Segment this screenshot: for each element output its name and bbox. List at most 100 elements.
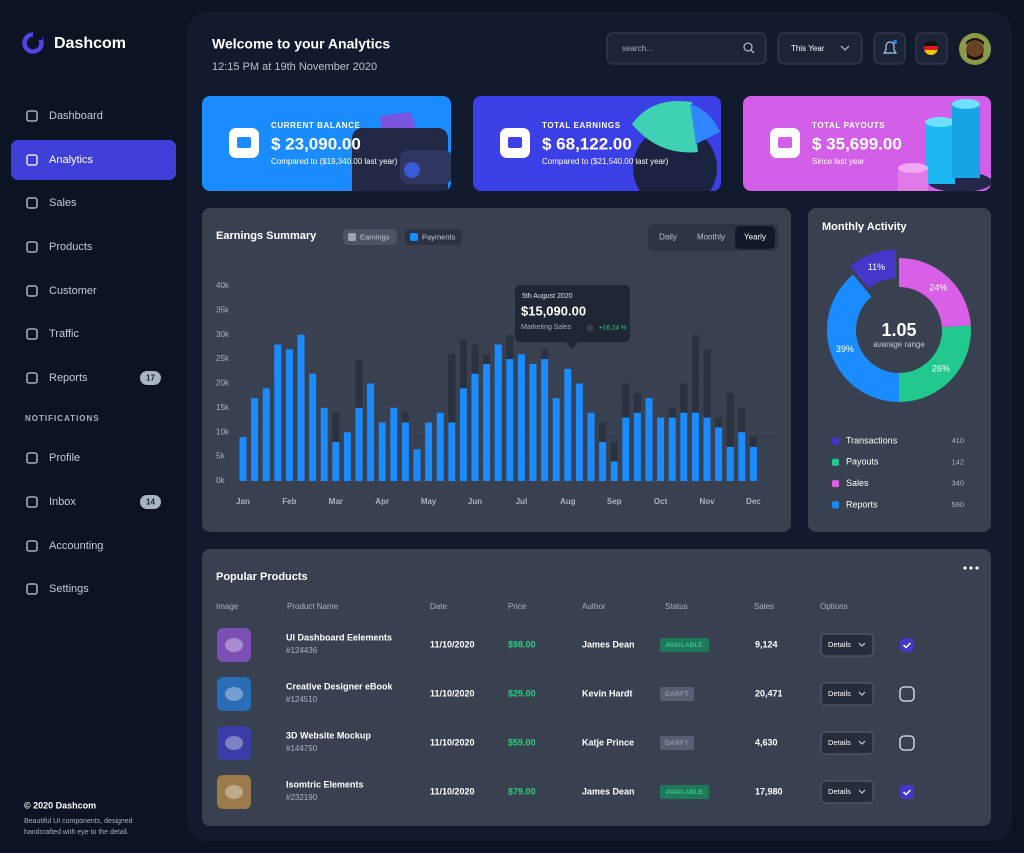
column-header: Product Name [287, 602, 339, 611]
product-name: UI Dashboard Eelements [286, 632, 392, 642]
chevron [840, 45, 850, 51]
bar [622, 417, 630, 481]
tab[interactable]: Yearly [744, 233, 766, 242]
column-header: Author [582, 602, 606, 611]
search-box[interactable] [606, 32, 767, 65]
flag [924, 41, 938, 55]
nav-item[interactable]: Sales [49, 197, 77, 209]
card-amount: $ 68,122.00 [542, 134, 632, 153]
chevron [858, 691, 866, 696]
bar [680, 412, 688, 481]
legend-chip[interactable] [405, 229, 462, 245]
product-sales: 17,980 [755, 786, 783, 796]
nav-item[interactable]: Analytics [49, 154, 94, 166]
column-header: Price [508, 602, 527, 611]
product-date: 11/10/2020 [430, 688, 475, 698]
checkbox[interactable] [899, 735, 915, 751]
bar [436, 412, 444, 481]
details-button[interactable] [820, 731, 874, 755]
donut-segment [826, 274, 899, 402]
legend-label: Transactions [846, 435, 898, 445]
legend-swatch [832, 437, 839, 445]
products-panel [202, 549, 991, 826]
tab[interactable]: Daily [659, 233, 677, 242]
nav-item[interactable]: Products [49, 241, 93, 253]
tooltip-pointer [566, 342, 578, 349]
card-note: Compared to ($19,340.00 last year) [271, 157, 398, 166]
legend-count: 340 [951, 479, 964, 488]
tooltip [515, 285, 630, 342]
bar [483, 364, 491, 481]
page-subtitle: 12:15 PM at 19th November 2020 [212, 61, 377, 73]
chevron [858, 789, 866, 794]
nav-item[interactable]: Accounting [49, 540, 103, 552]
product-image [217, 726, 251, 760]
y-tick-label: 35k [216, 305, 230, 314]
product-image [217, 677, 251, 711]
period-select[interactable] [777, 32, 863, 65]
product-author: James Dean [582, 786, 635, 796]
nav-icon [26, 197, 38, 209]
bar [262, 388, 270, 481]
y-tick-label: 25k [216, 354, 230, 363]
bar [425, 422, 433, 481]
product-image [217, 775, 251, 809]
bar [448, 354, 456, 481]
product-image [217, 628, 251, 662]
chevron [858, 740, 866, 745]
bar [529, 364, 537, 481]
product-name: Creative Designer eBook [286, 681, 394, 691]
notification-dot [893, 40, 897, 44]
checkbox[interactable] [899, 686, 915, 702]
checkbox[interactable] [900, 785, 914, 799]
tab[interactable]: Monthly [697, 233, 725, 242]
checkbox[interactable] [900, 638, 914, 652]
x-tick-label: Aug [560, 497, 576, 506]
card-amount: $ 23,090.00 [271, 134, 361, 153]
details-button[interactable] [820, 682, 874, 706]
legend-chip[interactable] [343, 229, 397, 245]
status-label: DARFT [665, 691, 689, 698]
product-price: $29.00 [508, 688, 536, 698]
x-tick-label: Feb [282, 497, 296, 506]
product-id: #124436 [286, 646, 318, 655]
product-author: Kevin Hardt [582, 688, 633, 698]
nav-item[interactable]: Profile [49, 452, 80, 464]
details-button[interactable] [820, 780, 874, 804]
column-header: Sales [754, 602, 774, 611]
bar [517, 354, 525, 481]
bar [251, 398, 259, 481]
menu-dot[interactable] [969, 566, 973, 570]
donut-label: 39% [836, 344, 854, 354]
nav-item[interactable]: Customer [49, 285, 97, 297]
legend-label: Earnings [360, 232, 390, 241]
brand: Dashcom [54, 35, 126, 52]
details-button[interactable] [820, 633, 874, 657]
nav-item[interactable]: Settings [49, 583, 89, 595]
bar [355, 407, 363, 481]
card-label: TOTAL EARNINGS [542, 121, 621, 130]
chart-title: Earnings Summary [216, 230, 317, 242]
nav-badge [140, 371, 161, 385]
menu-dot[interactable] [963, 566, 967, 570]
menu-dot[interactable] [975, 566, 979, 570]
x-tick-label: Sep [607, 497, 622, 506]
nav-icon [26, 583, 38, 595]
bar [541, 359, 549, 481]
status-pill [660, 687, 694, 701]
bar [552, 398, 560, 481]
details-label: Details [828, 738, 851, 747]
nav-item[interactable]: Dashboard [49, 110, 103, 122]
search-icon [743, 42, 753, 52]
notification-button[interactable] [873, 32, 906, 65]
nav-item[interactable]: Reports [49, 372, 88, 384]
column-header: Status [665, 602, 688, 611]
nav-item[interactable]: Traffic [49, 328, 79, 340]
product-author: James Dean [582, 639, 635, 649]
donut-label: 11% [868, 262, 885, 272]
x-tick-label: Jun [468, 497, 482, 506]
y-tick-label: 15k [216, 403, 230, 412]
nav-item[interactable]: Inbox [49, 496, 76, 508]
y-tick-label: 5k [216, 452, 225, 461]
footer-title: © 2020 Dashcom [24, 800, 96, 810]
